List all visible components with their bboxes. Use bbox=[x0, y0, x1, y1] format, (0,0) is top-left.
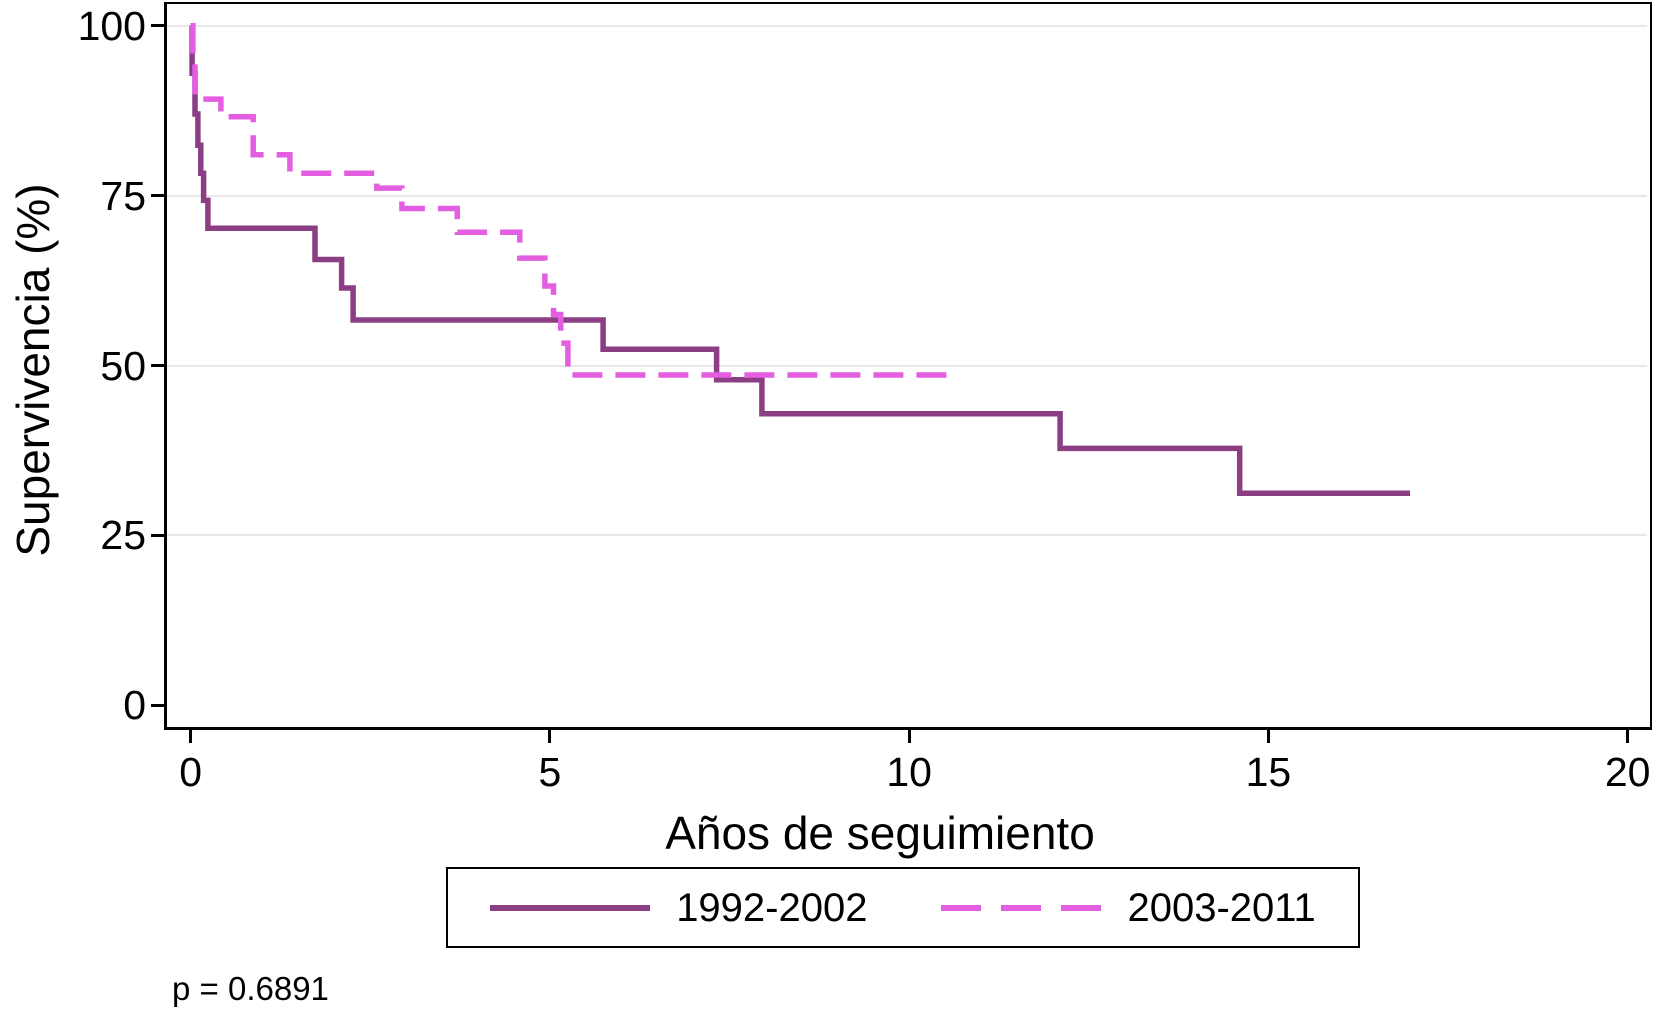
x-tick-label-10: 10 bbox=[886, 749, 932, 795]
y-tick-mark-50 bbox=[151, 364, 164, 367]
y-tick-label-25: 25 bbox=[100, 512, 146, 559]
p-value-label: p = 0.6891 bbox=[172, 970, 329, 1007]
y-tick-mark-75 bbox=[151, 194, 164, 198]
x-tick-mark-0 bbox=[189, 728, 193, 743]
x-tick-label-0: 0 bbox=[179, 749, 203, 795]
curve-1992-2002 bbox=[189, 22, 1410, 497]
x-tick-label-20: 20 bbox=[1604, 749, 1651, 795]
x-tick-mark-10 bbox=[907, 728, 911, 743]
legend: 1992-2002 2003-2011 bbox=[446, 867, 1360, 948]
legend-entry-2003-2011: 2003-2011 bbox=[941, 885, 1316, 930]
x-tick-label-5: 5 bbox=[538, 749, 562, 795]
y-tick-label-75: 75 bbox=[100, 172, 146, 219]
curve-2003-2011 bbox=[190, 22, 959, 378]
y-tick-mark-100 bbox=[151, 24, 164, 28]
y-tick-mark-0 bbox=[151, 703, 164, 707]
x-tick-mark-15 bbox=[1266, 728, 1270, 743]
gridline-25 bbox=[167, 534, 1647, 537]
x-axis-title: Años de seguimiento bbox=[665, 807, 1095, 859]
legend-entry-1992-2002: 1992-2002 bbox=[490, 886, 867, 930]
x-tick-label-15: 15 bbox=[1245, 749, 1292, 795]
gridline-75 bbox=[167, 194, 1647, 197]
y-tick-label-50: 50 bbox=[100, 342, 146, 389]
gridline-50 bbox=[167, 364, 1647, 367]
legend-label-2003-2011: 2003-2011 bbox=[1127, 885, 1316, 930]
y-axis-title: Supervivencia (%) bbox=[7, 183, 59, 557]
legend-line-dashed-icon bbox=[941, 904, 1102, 911]
gridline-100 bbox=[167, 24, 1647, 27]
y-tick-label-0: 0 bbox=[123, 682, 146, 729]
legend-line-solid-icon bbox=[490, 904, 651, 911]
y-tick-mark-25 bbox=[151, 533, 164, 537]
y-tick-label-100: 100 bbox=[77, 2, 146, 49]
x-tick-mark-20 bbox=[1626, 728, 1630, 743]
x-tick-mark-5 bbox=[548, 728, 552, 743]
legend-label-1992-2002: 1992-2002 bbox=[676, 885, 868, 930]
